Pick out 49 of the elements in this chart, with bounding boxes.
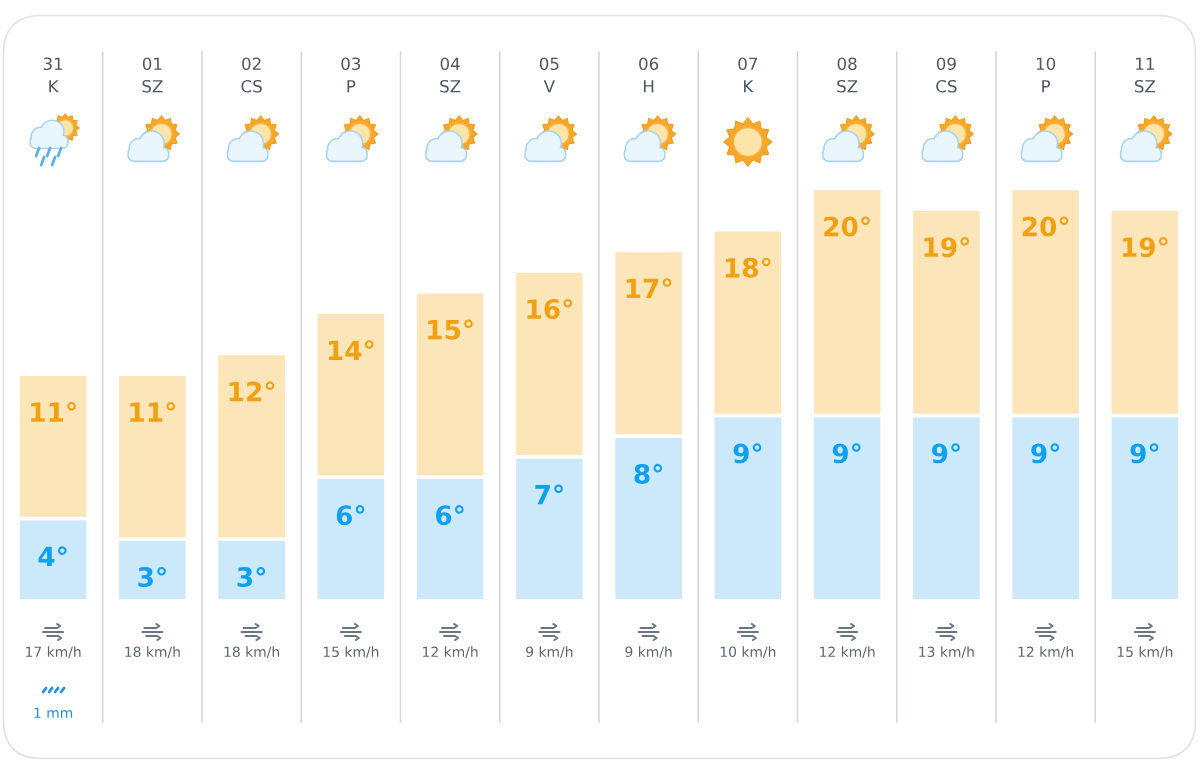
data-label: 6° [336, 505, 365, 526]
text: 12 km/h [1018, 646, 1074, 659]
x-tick-label: 10 P [1036, 57, 1056, 93]
total-label: 20° [1022, 216, 1069, 237]
data-label: 9° [1031, 443, 1060, 464]
data-label: 8° [634, 463, 663, 484]
x-tick-label: 08 SZ [837, 57, 858, 93]
data-label: 9° [733, 443, 762, 464]
x-tick-label: 07 K [738, 57, 758, 93]
x-tick-label: 02 CS [241, 57, 262, 93]
total-label: 19° [924, 237, 970, 258]
data-label: 6° [435, 505, 464, 526]
x-tick-label: 04 SZ [440, 57, 461, 93]
total-label: 11° [31, 401, 76, 422]
x-tick-label: 05 V [539, 57, 559, 93]
text: 12 km/h [423, 646, 478, 659]
text: 18 km/h [224, 646, 280, 659]
total-label: 17° [626, 278, 672, 299]
text: 1 mm [34, 707, 73, 718]
data-label: 4° [38, 546, 67, 567]
text: 12 km/h [820, 646, 875, 659]
total-label: 20° [824, 216, 870, 237]
data-label: 7° [535, 484, 563, 505]
total-label: 15° [428, 319, 473, 340]
data-label: 9° [832, 443, 861, 464]
data-label: 3° [237, 566, 266, 588]
x-tick-label: 03 P [341, 57, 361, 93]
total-label: 19° [1122, 237, 1168, 258]
total-label: 18° [725, 257, 771, 278]
total-label: 16° [527, 298, 573, 320]
text: 15 km/h [323, 646, 379, 659]
data-label: 9° [1130, 443, 1159, 464]
text: 15 km/h [1117, 646, 1173, 659]
total-label: 12° [229, 381, 275, 402]
text: 9 km/h [526, 646, 573, 659]
text: 10 km/h [720, 646, 776, 659]
text: 17 km/h [26, 646, 81, 659]
text: 13 km/h [919, 646, 974, 659]
x-tick-label: 06 H [639, 57, 659, 93]
text: 9 km/h [625, 646, 672, 659]
total-label: 11° [130, 401, 176, 422]
x-tick-label: 31 K [43, 57, 63, 93]
data-label: 3° [138, 566, 166, 588]
text: 18 km/h [125, 646, 180, 659]
total-label: 14° [328, 340, 374, 360]
data-label: 9° [931, 443, 960, 464]
x-tick-label: 09 CS [936, 57, 957, 93]
x-tick-label: 11 SZ [1134, 57, 1156, 93]
x-tick-label: 01 SZ [142, 57, 163, 93]
